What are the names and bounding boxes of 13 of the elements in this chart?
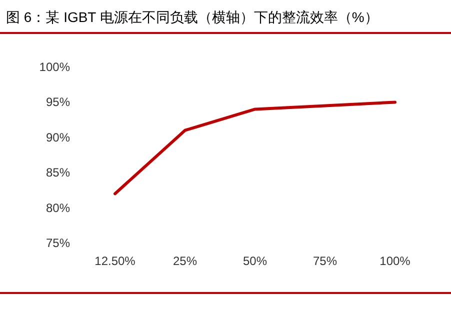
x-tick-label: 25% <box>172 254 198 268</box>
y-tick-label: 95% <box>46 95 70 110</box>
y-tick-label: 75% <box>46 236 70 250</box>
y-tick-label: 90% <box>46 130 70 144</box>
chart-title: 图 6：某 IGBT 电源在不同负载（横轴）下的整流效率（%） <box>6 9 378 25</box>
y-tick-label: 100% <box>39 60 70 74</box>
x-tick-label: 100% <box>380 254 411 268</box>
x-tick-label: 50% <box>242 254 268 268</box>
x-tick-label: 12.50% <box>94 254 136 268</box>
y-tick-label: 80% <box>46 200 70 215</box>
y-tick-label: 85% <box>46 166 70 180</box>
line-series <box>114 100 396 196</box>
x-tick-label: 75% <box>312 254 338 268</box>
